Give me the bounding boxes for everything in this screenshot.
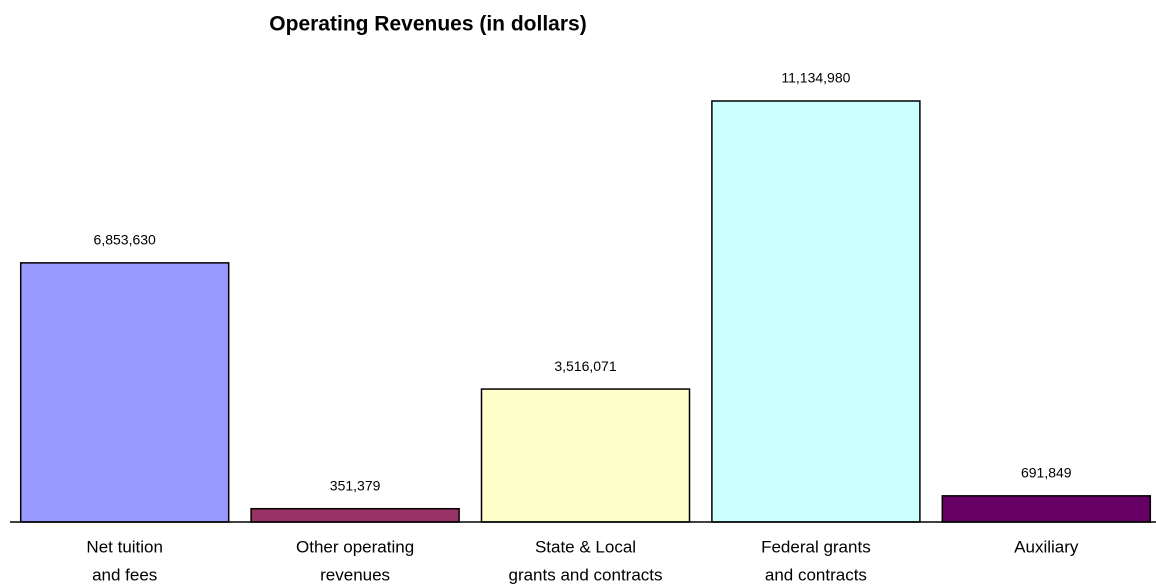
x-tick-label: and contracts bbox=[765, 565, 867, 584]
x-tick-label: Auxiliary bbox=[1014, 537, 1079, 556]
bar bbox=[711, 100, 921, 523]
bar bbox=[941, 495, 1152, 523]
x-tick-label: and fees bbox=[92, 565, 157, 584]
value-label: 351,379 bbox=[330, 477, 381, 493]
chart-title: Operating Revenues (in dollars) bbox=[269, 13, 586, 36]
x-tick-label: Net tuition bbox=[86, 537, 163, 556]
bar bbox=[19, 262, 230, 523]
x-tick-label: Federal grants bbox=[761, 537, 871, 556]
x-tick-label: State & Local bbox=[535, 537, 636, 556]
x-tick-label: grants and contracts bbox=[508, 565, 662, 584]
value-label: 691,849 bbox=[1021, 465, 1072, 481]
x-tick-label: Other operating bbox=[296, 537, 414, 556]
bar bbox=[250, 507, 460, 523]
value-label: 6,853,630 bbox=[94, 232, 156, 248]
x-tick-label: revenues bbox=[320, 565, 390, 584]
value-label: 11,134,980 bbox=[781, 70, 850, 86]
bar bbox=[480, 388, 691, 523]
value-label: 3,516,071 bbox=[554, 358, 616, 374]
